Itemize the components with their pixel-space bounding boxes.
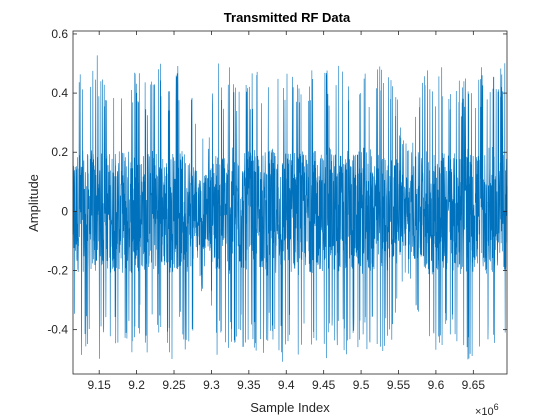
axes-box bbox=[72, 30, 508, 375]
x-tick-label: 9.55 bbox=[387, 378, 411, 392]
axes bbox=[72, 30, 508, 375]
x-axis-exponent: ×106 bbox=[475, 402, 499, 418]
x-axis-label: Sample Index bbox=[250, 400, 330, 415]
x-tick-label: 9.45 bbox=[312, 378, 336, 392]
x-exponent-power: 6 bbox=[494, 402, 499, 412]
signal-line bbox=[72, 55, 508, 362]
x-tick-label: 9.5 bbox=[353, 378, 370, 392]
x-tick-label: 9.4 bbox=[278, 378, 295, 392]
y-tick-label: 0.4 bbox=[51, 86, 68, 100]
y-tick-label: 0.6 bbox=[51, 27, 68, 41]
x-tick-label: 9.15 bbox=[88, 378, 112, 392]
y-tick-label: -0.4 bbox=[47, 323, 68, 337]
y-axis-ticks: -0.4 -0.2 0 0.2 0.4 0.6 bbox=[47, 27, 507, 337]
signal-trace bbox=[72, 55, 508, 362]
chart-title: Transmitted RF Data bbox=[224, 10, 351, 25]
y-axis-label: Amplitude bbox=[26, 174, 41, 232]
x-tick-label: 9.3 bbox=[203, 378, 220, 392]
x-tick-label: 9.2 bbox=[128, 378, 145, 392]
x-tick-label: 9.35 bbox=[237, 378, 261, 392]
y-tick-label: 0 bbox=[61, 204, 68, 218]
y-tick-label: -0.2 bbox=[47, 264, 68, 278]
x-tick-label: 9.25 bbox=[162, 378, 186, 392]
y-tick-label: 0.2 bbox=[51, 145, 68, 159]
x-tick-label: 9.65 bbox=[462, 378, 486, 392]
x-exponent-base: ×10 bbox=[475, 406, 494, 418]
x-axis-ticks: 9.15 9.2 9.25 9.3 9.35 9.4 9.45 9.5 9.55 9.6 9.65 bbox=[88, 31, 486, 392]
x-tick-label: 9.6 bbox=[428, 378, 445, 392]
